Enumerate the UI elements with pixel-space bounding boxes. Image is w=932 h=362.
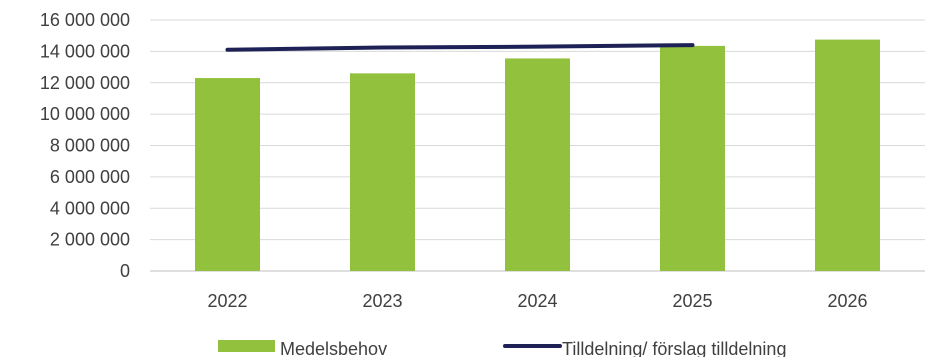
x-tick-label: 2024 <box>517 291 557 311</box>
bar <box>350 73 415 272</box>
legend: Medelsbehov Tilldelning/ förslag tilldeln… <box>218 339 786 359</box>
y-tick-label: 6 000 000 <box>50 167 130 187</box>
y-tick-label: 8 000 000 <box>50 136 130 156</box>
x-tick-label: 2023 <box>362 291 402 311</box>
bar <box>660 45 725 272</box>
legend-label: Medelsbehov <box>280 339 387 357</box>
x-tick-label: 2022 <box>207 291 247 311</box>
bar <box>195 78 260 271</box>
legend-label: Tilldelning/ förslag tilldelning <box>562 339 786 357</box>
y-tick-label: 0 <box>120 261 130 281</box>
y-tick-label: 14 000 000 <box>40 41 130 61</box>
y-tick-label: 10 000 000 <box>40 104 130 124</box>
y-axis-tick-labels: 0 2 000 000 4 000 000 6 000 000 8 000 000 10 … <box>40 10 130 281</box>
x-tick-label: 2026 <box>827 291 867 311</box>
legend-swatch-bar <box>218 340 275 352</box>
y-tick-label: 12 000 000 <box>40 73 130 93</box>
line-series <box>225 43 695 52</box>
y-tick-label: 4 000 000 <box>50 198 130 218</box>
x-axis-tick-labels: 2022 2023 2024 2025 2026 <box>207 291 867 311</box>
bar <box>505 58 570 272</box>
y-tick-label: 2 000 000 <box>50 230 130 250</box>
bar-series <box>195 39 880 272</box>
x-tick-label: 2025 <box>672 291 712 311</box>
bar <box>815 39 880 271</box>
series-line <box>225 43 695 52</box>
y-tick-label: 16 000 000 <box>40 10 130 30</box>
